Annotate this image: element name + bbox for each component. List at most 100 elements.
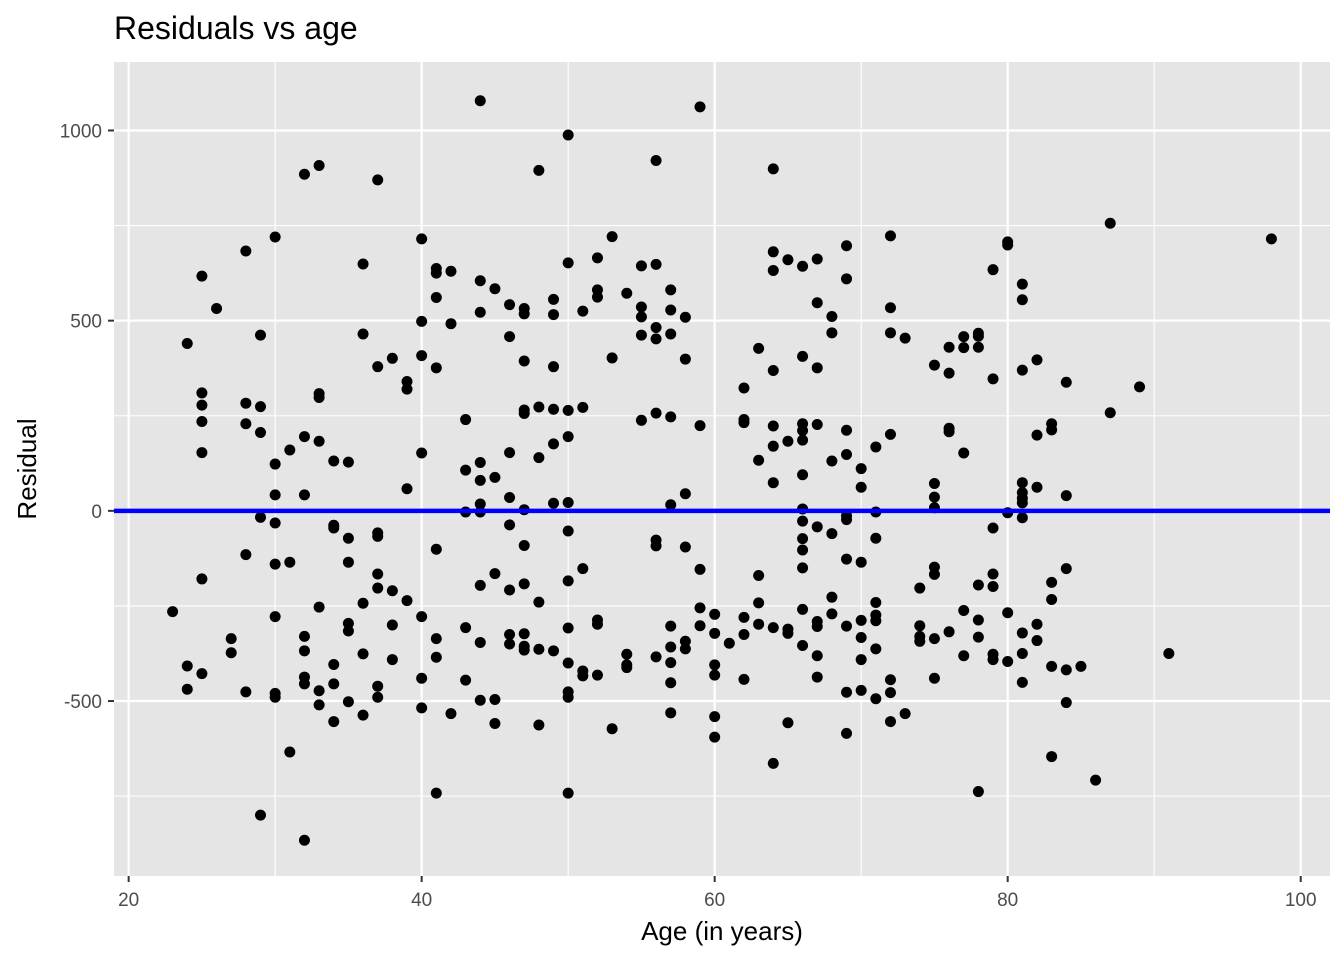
data-point xyxy=(196,668,208,680)
data-point xyxy=(1031,481,1043,493)
data-point xyxy=(958,604,970,616)
x-tick-label: 20 xyxy=(118,890,139,911)
data-point xyxy=(870,597,882,609)
data-point xyxy=(416,611,428,623)
data-point xyxy=(841,449,853,461)
data-point xyxy=(884,428,896,440)
data-point xyxy=(884,674,896,686)
data-point xyxy=(855,684,867,696)
data-point xyxy=(372,691,384,703)
data-point xyxy=(357,709,369,721)
y-axis-title: Residual xyxy=(12,418,42,519)
data-point xyxy=(753,618,765,630)
data-point xyxy=(855,556,867,568)
data-point xyxy=(650,155,662,167)
data-point xyxy=(591,669,603,681)
data-point xyxy=(665,657,677,669)
data-point xyxy=(342,556,354,568)
data-point xyxy=(738,673,750,685)
data-point xyxy=(797,434,809,446)
data-point xyxy=(767,440,779,452)
data-point xyxy=(269,517,281,529)
y-tick-label: 0 xyxy=(91,502,102,523)
data-point xyxy=(372,530,384,542)
data-point xyxy=(928,359,940,371)
data-point xyxy=(650,322,662,334)
data-point xyxy=(1031,429,1043,441)
data-point xyxy=(298,645,310,657)
data-point xyxy=(489,694,501,706)
data-point xyxy=(841,240,853,252)
data-point xyxy=(460,414,472,426)
data-point xyxy=(577,563,589,575)
data-point xyxy=(826,455,838,467)
data-point xyxy=(884,687,896,699)
data-point xyxy=(972,786,984,798)
data-point xyxy=(1002,607,1014,619)
data-point xyxy=(811,671,823,683)
data-point xyxy=(504,492,516,504)
data-point xyxy=(548,645,560,657)
data-point xyxy=(577,305,589,317)
data-point xyxy=(1016,278,1028,290)
data-point xyxy=(694,620,706,632)
data-point xyxy=(665,304,677,316)
y-tick-label: 1000 xyxy=(60,121,102,142)
data-point xyxy=(972,614,984,626)
data-point xyxy=(884,230,896,242)
data-point xyxy=(694,602,706,614)
data-point xyxy=(430,633,442,645)
data-point xyxy=(504,331,516,343)
data-point xyxy=(225,647,237,659)
data-point xyxy=(650,651,662,663)
data-point xyxy=(430,362,442,374)
data-point xyxy=(342,696,354,708)
data-point xyxy=(386,352,398,364)
data-point xyxy=(1002,655,1014,667)
data-point xyxy=(504,628,516,640)
data-point xyxy=(269,458,281,470)
data-point xyxy=(240,397,252,409)
data-point xyxy=(416,350,428,362)
data-point xyxy=(665,707,677,719)
data-point xyxy=(196,387,208,399)
data-point xyxy=(504,447,516,459)
data-point xyxy=(430,651,442,663)
data-point xyxy=(445,318,457,330)
data-point xyxy=(665,620,677,632)
data-point xyxy=(635,301,647,313)
data-point xyxy=(811,620,823,632)
data-point xyxy=(650,333,662,345)
data-point xyxy=(694,101,706,113)
data-point xyxy=(430,267,442,279)
data-point xyxy=(518,308,530,320)
data-point xyxy=(357,597,369,609)
data-point xyxy=(430,291,442,303)
data-point xyxy=(474,457,486,469)
data-point xyxy=(928,568,940,580)
data-point xyxy=(489,568,501,580)
data-point xyxy=(972,579,984,591)
data-point xyxy=(767,622,779,634)
data-point xyxy=(1075,660,1087,672)
y-axis-ticks: -500 0 500 1000 xyxy=(60,121,114,713)
data-point xyxy=(811,650,823,662)
data-point xyxy=(591,252,603,264)
data-point xyxy=(562,129,574,141)
data-point xyxy=(357,328,369,340)
data-point xyxy=(196,270,208,282)
data-point xyxy=(372,568,384,580)
data-point xyxy=(782,254,794,266)
data-point xyxy=(181,660,193,672)
data-point xyxy=(665,641,677,653)
data-point xyxy=(943,626,955,638)
data-point xyxy=(562,575,574,587)
data-point xyxy=(841,620,853,632)
data-point xyxy=(958,650,970,662)
data-point xyxy=(1046,751,1058,763)
data-point xyxy=(562,404,574,416)
data-point xyxy=(1016,627,1028,639)
data-point xyxy=(298,489,310,501)
data-point xyxy=(181,683,193,695)
